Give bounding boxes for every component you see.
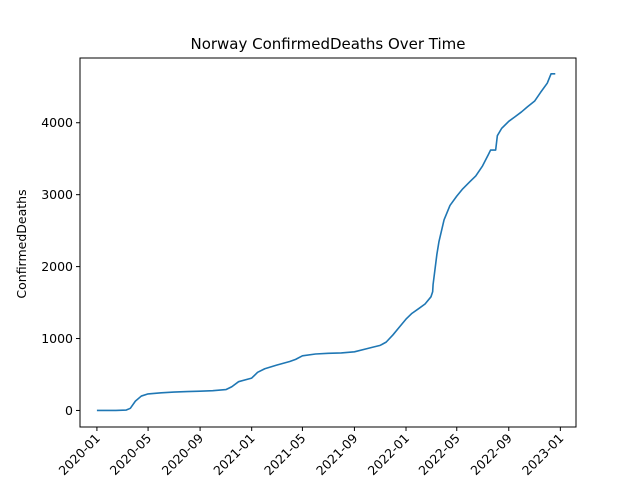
y-tick-label: 0 <box>65 403 73 418</box>
y-tick-label: 3000 <box>41 187 73 202</box>
plot-frame <box>79 57 577 428</box>
y-tick-label: 1000 <box>41 331 73 346</box>
y-axis-label: ConfirmedDeaths <box>14 189 29 298</box>
chart-title: Norway ConfirmedDeaths Over Time <box>190 35 465 53</box>
y-tick-label: 4000 <box>41 115 73 130</box>
y-tick-label: 2000 <box>41 259 73 274</box>
y-axis: 0 1000 2000 3000 4000 <box>41 115 80 418</box>
plot-area <box>96 73 556 412</box>
series-line <box>96 73 556 412</box>
